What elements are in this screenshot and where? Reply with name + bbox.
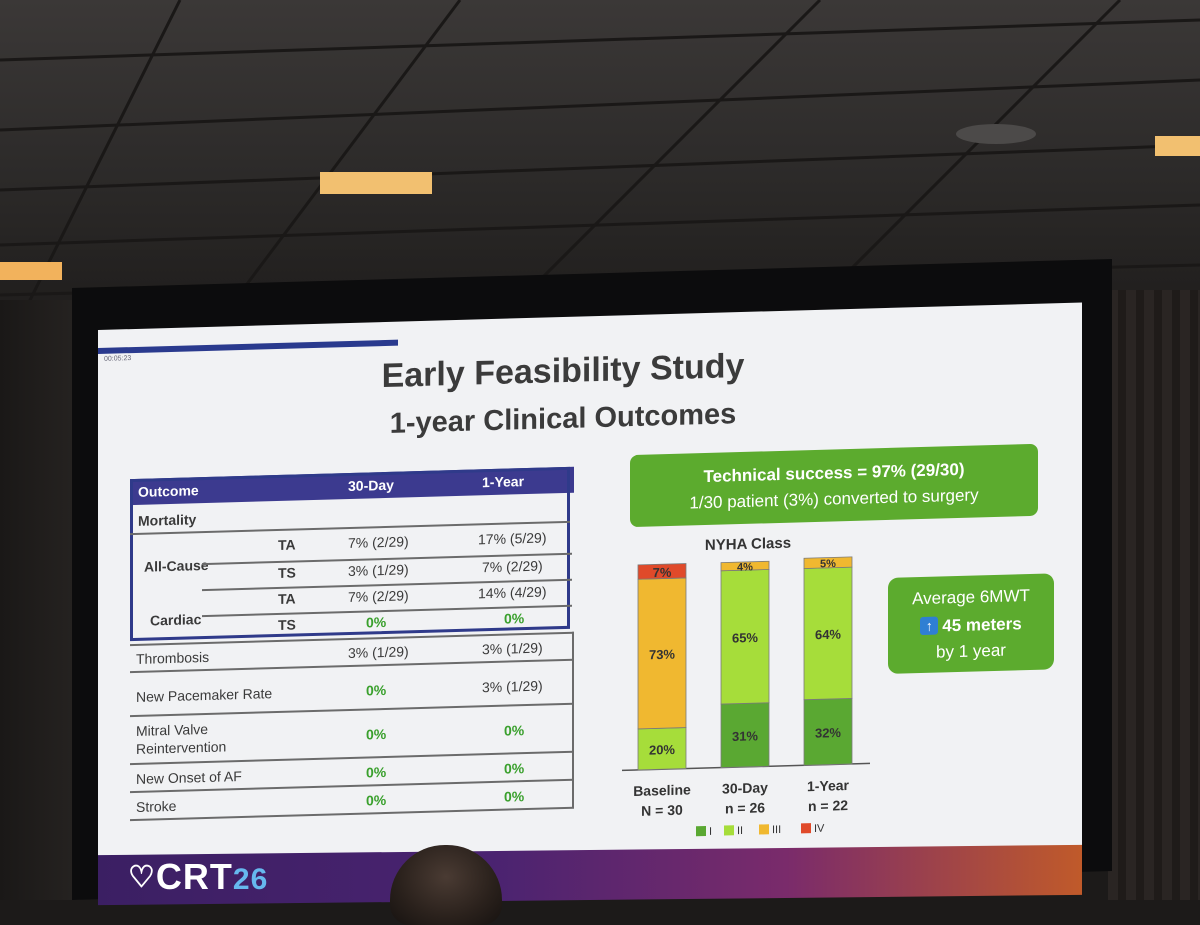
legend-swatch	[696, 826, 706, 837]
row-30day: 0%	[366, 681, 387, 699]
ceiling-grid	[0, 0, 1200, 320]
divider	[130, 702, 574, 717]
curtain	[1108, 290, 1200, 900]
mwt-value-row: ↑ 45 meters	[888, 613, 1054, 638]
bar-label: 65%	[732, 630, 758, 646]
legend-label: IV	[814, 823, 825, 835]
row-1year: 0%	[504, 788, 525, 805]
legend-swatch	[801, 823, 811, 834]
row-1year: 14% (4/29)	[478, 583, 547, 602]
row-30day: 3% (1/29)	[348, 561, 409, 580]
legend-swatch	[759, 824, 769, 835]
technical-success-box: Technical success = 97% (29/30) 1/30 pat…	[630, 443, 1038, 528]
logo-text: CRT	[155, 856, 233, 897]
logo-year: 26	[232, 863, 269, 896]
nyha-chart-svg: NYHA Class 20% 73% 7% Baseline N = 30 31% 65% 4%…	[622, 535, 870, 838]
mwt-period: by 1 year	[936, 640, 1006, 662]
ceiling-light	[0, 262, 62, 280]
bar-label: 4%	[737, 561, 753, 573]
legend-label: II	[737, 825, 743, 837]
crt-logo: ♡CRT26	[128, 856, 268, 898]
heart-icon: ♡	[128, 861, 156, 894]
technical-success: Technical success = 97% (29/30)	[703, 459, 965, 487]
bar-label: 73%	[649, 647, 675, 663]
all-cause-label: All-Cause	[144, 556, 209, 575]
converted-note: 1/30 patient (3%) converted to surgery	[689, 485, 979, 513]
mitral-label-2: Reintervention	[136, 738, 227, 757]
category-label: 30-Day	[722, 779, 768, 796]
category-label: Baseline	[633, 781, 691, 799]
row-30day: 0%	[366, 763, 387, 781]
bar-label: 64%	[815, 627, 841, 643]
bar-label: 31%	[732, 728, 758, 744]
nyha-chart: NYHA Class 20% 73% 7% Baseline N = 30 31% 65% 4%…	[618, 533, 878, 870]
row-1year: 17% (5/29)	[478, 529, 547, 548]
mwt-value: 45 meters	[942, 614, 1022, 636]
cardiac-label: Cardiac	[150, 611, 202, 629]
timer: 00:05:23	[104, 355, 132, 363]
speaker	[956, 124, 1036, 144]
row-sub: TS	[278, 564, 296, 581]
bar-label: 5%	[820, 558, 836, 570]
progress-bar	[98, 339, 398, 354]
row-30day: 7% (2/29)	[348, 533, 409, 552]
arrow-up-icon: ↑	[920, 616, 939, 636]
table-right-border	[572, 631, 574, 808]
row-30day: 7% (2/29)	[348, 587, 409, 606]
wall-left	[0, 300, 80, 900]
row-1year: 3% (1/29)	[482, 639, 543, 658]
bar-label: 7%	[653, 565, 672, 581]
row-sub: TA	[278, 536, 296, 553]
thrombosis-label: Thrombosis	[136, 648, 210, 667]
row-sub: TS	[278, 616, 296, 633]
ceiling-light	[1155, 136, 1200, 156]
legend-label: III	[772, 824, 781, 836]
category-label: 1-Year	[807, 777, 850, 794]
bar-label: 20%	[649, 742, 675, 758]
row-1year: 3% (1/29)	[482, 677, 543, 696]
legend-swatch	[724, 825, 734, 836]
slide: 00:05:23 Early Feasibility Study 1-year …	[98, 302, 1082, 900]
row-30day: 0%	[366, 725, 387, 743]
row-30day: 3% (1/29)	[348, 643, 409, 662]
row-1year: 0%	[504, 610, 525, 627]
row-1year: 0%	[504, 760, 525, 777]
ceiling	[0, 0, 1200, 320]
category-n-label: N = 30	[641, 802, 683, 819]
mitral-label: Mitral Valve	[136, 720, 209, 739]
category-n-label: n = 22	[808, 797, 848, 814]
category-n-label: n = 26	[725, 799, 765, 816]
outcomes-table: Outcome 30-Day 1-Year Mortality All-Caus…	[130, 466, 574, 821]
stroke-label: Stroke	[136, 797, 177, 815]
legend-label: I	[709, 826, 712, 838]
row-30day: 0%	[366, 613, 387, 631]
bar-segment-III	[720, 560, 770, 572]
mwt-title: Average 6MWT	[912, 585, 1030, 609]
mwt-box: Average 6MWT ↑ 45 meters by 1 year	[888, 573, 1054, 674]
chart-title: NYHA Class	[705, 535, 791, 554]
af-label: New Onset of AF	[136, 767, 242, 787]
divider	[130, 806, 574, 821]
ceiling-light	[320, 172, 432, 194]
row-1year: 0%	[504, 722, 525, 739]
bar-segment-III	[803, 556, 853, 569]
mortality-label: Mortality	[138, 511, 197, 529]
bar-label: 32%	[815, 725, 841, 741]
row-1year: 7% (2/29)	[482, 557, 543, 576]
pacemaker-label: New Pacemaker Rate	[136, 685, 273, 705]
row-30day: 0%	[366, 791, 387, 809]
bar-segment-IV	[637, 563, 687, 580]
row-sub: TA	[278, 590, 296, 607]
